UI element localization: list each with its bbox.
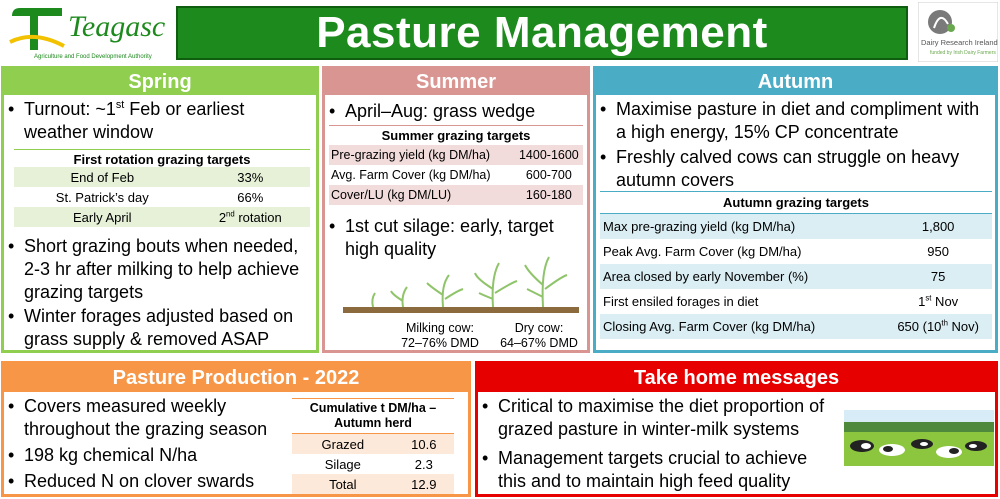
header: Teagasc Agriculture and Food Development… bbox=[0, 0, 1000, 64]
table-cell: 650 (10th Nov) bbox=[881, 314, 992, 339]
table-cell: 1400-1600 bbox=[512, 145, 583, 165]
grass-growth-illustration bbox=[343, 255, 579, 319]
production-clover-bullet: Reduced N on clover swards bbox=[6, 470, 292, 493]
page-title: Pasture Management bbox=[316, 8, 768, 57]
cows-grazing-photo bbox=[844, 410, 994, 466]
table-row: Total 12.9 bbox=[292, 474, 454, 494]
table-row: Early April 2nd rotation bbox=[14, 207, 310, 227]
messages-critical-bullet: Critical to maximise the diet proportion… bbox=[480, 395, 840, 441]
table-row: Grazed 10.6 bbox=[292, 434, 454, 454]
spring-turnout-bullet: Turnout: ~1st Feb or earliest weather wi… bbox=[6, 98, 306, 144]
table-row: Silage 2.3 bbox=[292, 454, 454, 474]
summer-silage-bullet: 1st cut silage: early, target high quali… bbox=[327, 215, 583, 261]
table-cell: Cover/LU (kg DM/LU) bbox=[329, 185, 513, 205]
table-cell: End of Feb bbox=[14, 167, 191, 187]
spring-heading: Spring bbox=[4, 69, 316, 95]
autumn-panel: Autumn Maximise pasture in diet and comp… bbox=[593, 66, 998, 353]
production-table-title: Cumulative t DM/ha – Autumn herd bbox=[292, 398, 454, 434]
table-row: Cover/LU (kg DM/LU) 160-180 bbox=[329, 185, 583, 205]
autumn-heading: Autumn bbox=[596, 69, 995, 95]
table-cell: Pre-grazing yield (kg DM/ha) bbox=[329, 145, 513, 165]
table-cell: 2nd rotation bbox=[190, 207, 310, 227]
table-cell: 1,800 bbox=[881, 214, 992, 239]
table-cell: St. Patrick’s day bbox=[55, 189, 149, 205]
table-row: Max pre-grazing yield (kg DM/ha) 1,800 bbox=[600, 214, 992, 239]
table-cell: 75 bbox=[881, 264, 992, 289]
spring-targets-table: End of Feb 33% St. Patrick’s day 66% Early… bbox=[14, 167, 310, 227]
table-cell: Peak Avg. Farm Cover (kg DM/ha) bbox=[603, 244, 802, 259]
table-cell: Total bbox=[292, 474, 394, 494]
spring-winter-forages-bullet: Winter forages adjusted based on grass s… bbox=[6, 305, 314, 351]
table-cell: Area closed by early November (%) bbox=[600, 264, 882, 289]
summer-heading: Summer bbox=[325, 69, 587, 95]
table-cell: 600-700 bbox=[525, 168, 572, 182]
spring-grazing-bouts-bullet: Short grazing bouts when needed, 2-3 hr … bbox=[6, 235, 314, 304]
table-cell: 160-180 bbox=[512, 185, 583, 205]
dry-cow-dmd: Dry cow: 64–67% DMD bbox=[500, 321, 578, 350]
table-cell: Early April bbox=[14, 207, 191, 227]
table-row: First ensiled forages in diet 1st Nov bbox=[600, 289, 992, 314]
table-cell: First ensiled forages in diet bbox=[603, 294, 759, 309]
table-cell: 12.9 bbox=[393, 474, 454, 494]
table-cell: Silage bbox=[324, 456, 361, 472]
title-banner: Pasture Management bbox=[176, 6, 908, 60]
summer-table-title: Summer grazing targets bbox=[329, 125, 583, 146]
summer-grass-wedge-bullet: April–Aug: grass wedge bbox=[327, 100, 583, 123]
milking-cow-dmd: Milking cow: 72–76% DMD bbox=[401, 321, 479, 350]
table-row: Area closed by early November (%) 75 bbox=[600, 264, 992, 289]
teagasc-wordmark: Teagasc bbox=[68, 10, 165, 43]
autumn-table-title: Autumn grazing targets bbox=[600, 191, 992, 214]
production-heading: Pasture Production - 2022 bbox=[4, 364, 468, 392]
autumn-targets-table: Max pre-grazing yield (kg DM/ha) 1,800 Pe… bbox=[600, 214, 992, 339]
table-cell: Grazed bbox=[292, 434, 394, 454]
summer-targets-table: Pre-grazing yield (kg DM/ha) 1400-1600 Av… bbox=[329, 145, 583, 205]
table-row: Closing Avg. Farm Cover (kg DM/ha) 650 (1… bbox=[600, 314, 992, 339]
dri-wordmark: Dairy Research Ireland bbox=[921, 38, 998, 47]
take-home-messages-panel: Take home messages Critical to maximise … bbox=[475, 361, 998, 497]
table-row: End of Feb 33% bbox=[14, 167, 310, 187]
table-cell: 66% bbox=[237, 189, 264, 205]
table-cell: Closing Avg. Farm Cover (kg DM/ha) bbox=[600, 314, 882, 339]
table-row: St. Patrick’s day 66% bbox=[14, 187, 310, 207]
table-cell: 2.3 bbox=[414, 456, 433, 472]
table-row: Avg. Farm Cover (kg DM/ha) 600-700 bbox=[329, 165, 583, 185]
table-cell: 33% bbox=[190, 167, 310, 187]
autumn-pasture-diet-bullet: Maximise pasture in diet and compliment … bbox=[598, 98, 992, 144]
autumn-calved-cows-bullet: Freshly calved cows can struggle on heav… bbox=[598, 146, 992, 192]
table-row: Peak Avg. Farm Cover (kg DM/ha) 950 bbox=[600, 239, 992, 264]
production-covers-bullet: Covers measured weekly throughout the gr… bbox=[6, 395, 292, 441]
spring-panel: Spring Turnout: ~1st Feb or earliest wea… bbox=[1, 66, 319, 353]
table-cell: 1st Nov bbox=[918, 293, 959, 309]
teagasc-subtitle: Agriculture and Food Development Authori… bbox=[34, 54, 152, 60]
dairy-research-ireland-logo: Dairy Research Ireland funded by Irish D… bbox=[917, 1, 999, 63]
table-row: Pre-grazing yield (kg DM/ha) 1400-1600 bbox=[329, 145, 583, 165]
table-cell: 950 bbox=[927, 244, 949, 259]
messages-heading: Take home messages bbox=[478, 364, 995, 392]
production-table: Grazed 10.6 Silage 2.3 Total 12.9 bbox=[292, 434, 454, 494]
table-cell: 10.6 bbox=[393, 434, 454, 454]
production-nitrogen-bullet: 198 kg chemical N/ha bbox=[6, 444, 292, 467]
dri-subtitle: funded by Irish Dairy Farmers bbox=[930, 50, 996, 56]
table-cell: Max pre-grazing yield (kg DM/ha) bbox=[600, 214, 882, 239]
teagasc-logo: Teagasc Agriculture and Food Development… bbox=[4, 2, 170, 62]
table-cell: Avg. Farm Cover (kg DM/ha) bbox=[331, 168, 491, 182]
summer-panel: Summer April–Aug: grass wedge Summer gra… bbox=[322, 66, 590, 353]
messages-targets-bullet: Management targets crucial to achieve th… bbox=[480, 447, 840, 493]
pasture-production-panel: Pasture Production - 2022 Covers measure… bbox=[1, 361, 471, 497]
